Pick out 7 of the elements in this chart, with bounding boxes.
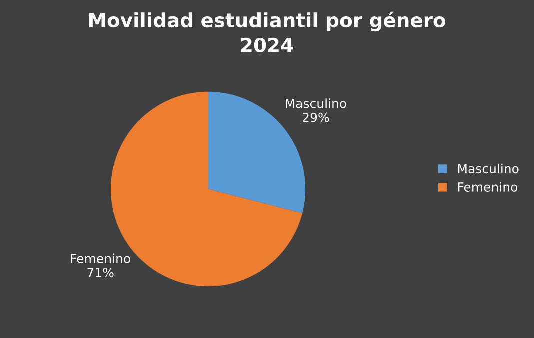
chart-title: Movilidad estudiantil por género 2024	[89, 12, 446, 53]
data-label: 29%	[302, 112, 330, 122]
legend-label: Masculino	[458, 164, 519, 174]
legend-label: Femenino	[458, 182, 518, 192]
data-label: 71%	[88, 268, 114, 278]
slice-label: Femenino	[71, 254, 130, 264]
slice-label: Masculino	[286, 98, 346, 108]
